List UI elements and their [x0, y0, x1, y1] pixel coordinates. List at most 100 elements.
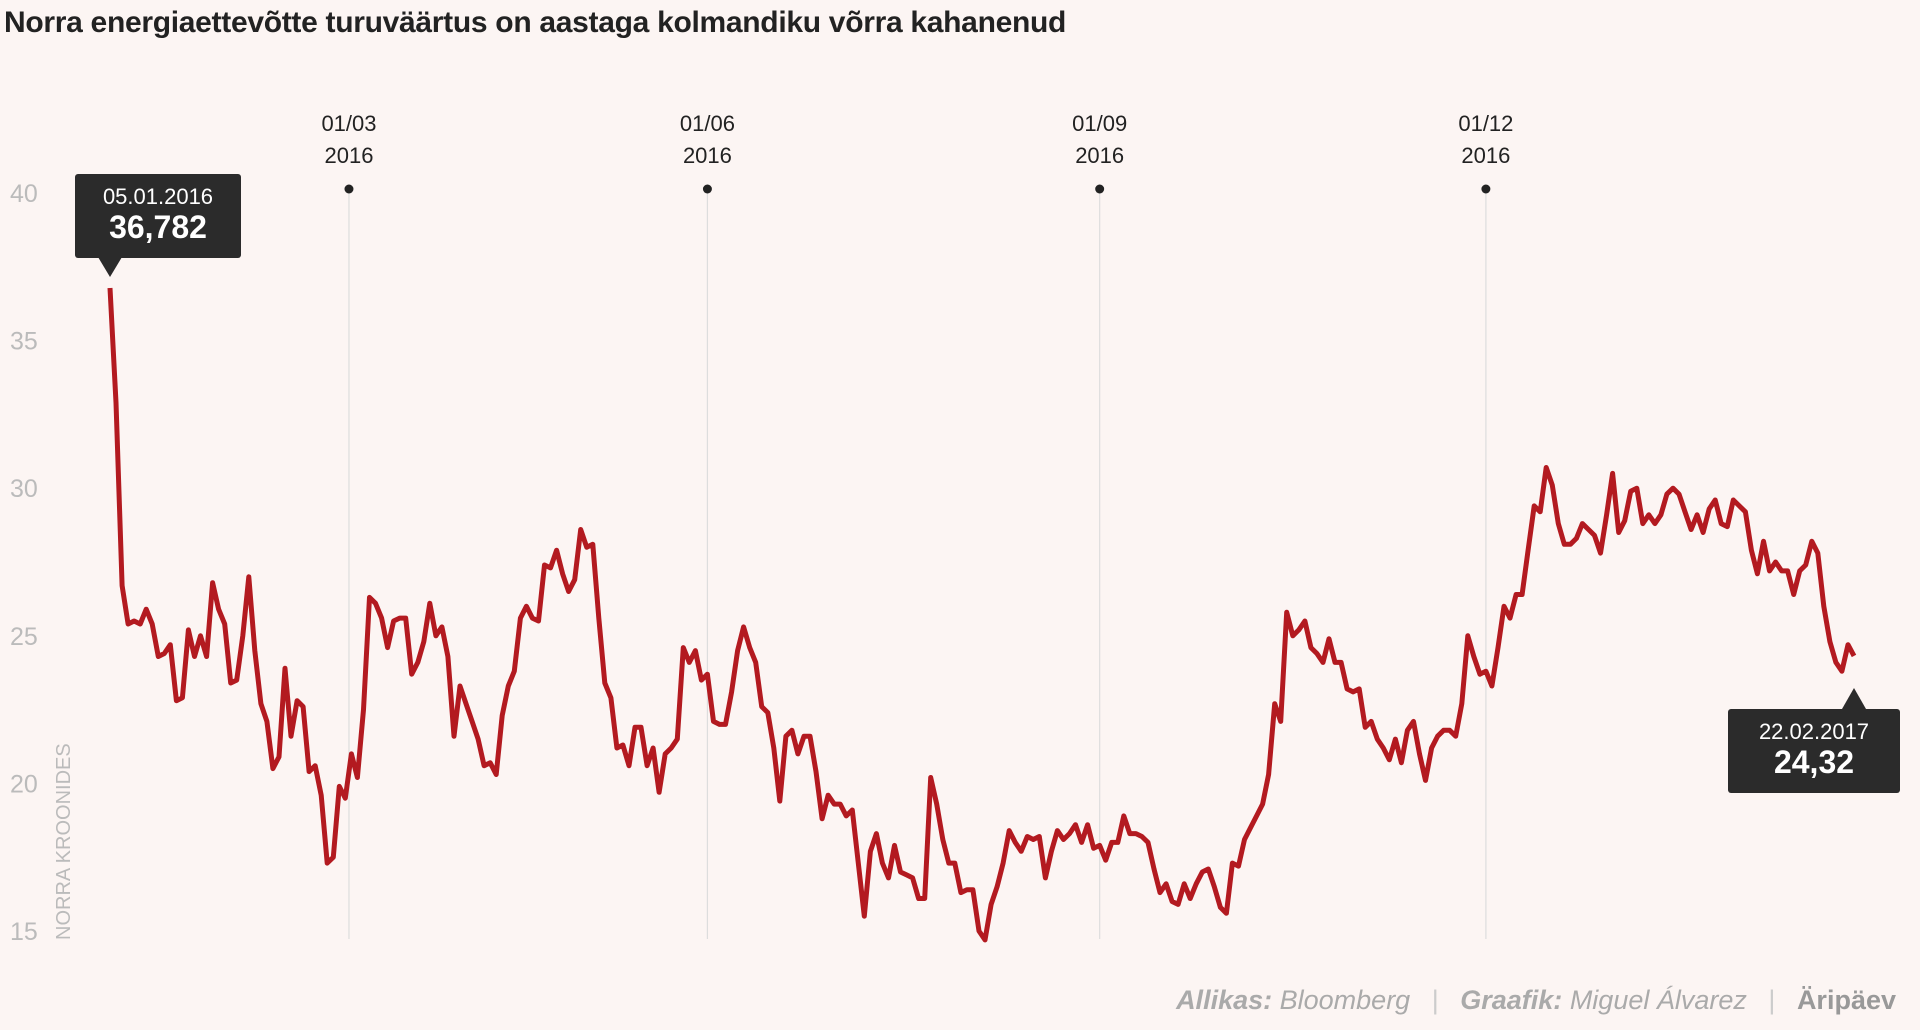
- data-point: [1833, 660, 1838, 665]
- data-point: [1676, 492, 1681, 497]
- data-point: [1501, 604, 1506, 609]
- data-point: [868, 849, 873, 854]
- data-point: [1471, 654, 1476, 659]
- data-point: [1839, 669, 1844, 674]
- data-point: [451, 734, 456, 739]
- data-point: [1158, 890, 1163, 895]
- data-point: [771, 745, 776, 750]
- data-point: [1737, 503, 1742, 508]
- data-point: [669, 745, 674, 750]
- data-point: [1459, 701, 1464, 706]
- data-point: [1809, 539, 1814, 544]
- data-point: [409, 672, 414, 677]
- data-point: [626, 763, 631, 768]
- data-point: [494, 772, 499, 777]
- data-point: [1170, 899, 1175, 904]
- data-point: [1429, 745, 1434, 750]
- data-point: [572, 577, 577, 582]
- data-point: [1767, 568, 1772, 573]
- tooltip-first-pointer: [98, 257, 122, 277]
- data-point: [391, 619, 396, 624]
- data-point: [1785, 568, 1790, 573]
- data-point: [301, 704, 306, 709]
- data-point: [1049, 849, 1054, 854]
- author-name: Miguel Álvarez: [1569, 985, 1747, 1015]
- tooltip-first: 05.01.2016 36,782: [75, 174, 241, 258]
- tooltip-first-value: 36,782: [109, 209, 207, 245]
- data-point: [114, 400, 119, 405]
- data-point: [1592, 533, 1597, 538]
- data-point: [530, 616, 535, 621]
- data-point: [832, 802, 837, 807]
- data-point: [1514, 592, 1519, 597]
- y-tick-label: 35: [10, 328, 38, 356]
- data-point: [1701, 530, 1706, 535]
- data-point: [1375, 737, 1380, 742]
- data-point: [663, 751, 668, 756]
- data-point: [1544, 465, 1549, 470]
- data-point: [252, 648, 257, 653]
- data-point: [192, 654, 197, 659]
- data-point: [1188, 896, 1193, 901]
- data-point: [1550, 483, 1555, 488]
- data-point: [295, 698, 300, 703]
- y-tick-label: 25: [10, 623, 38, 651]
- data-point: [246, 574, 251, 579]
- data-point: [1556, 521, 1561, 526]
- data-point: [1073, 822, 1078, 827]
- data-point: [1634, 486, 1639, 491]
- data-point: [940, 837, 945, 842]
- x-tick-label: 01/09: [1072, 111, 1127, 136]
- data-point: [1121, 813, 1126, 818]
- data-point: [289, 734, 294, 739]
- data-point: [1797, 568, 1802, 573]
- x-tick-year: 2016: [683, 143, 732, 168]
- data-point: [554, 548, 559, 553]
- data-point: [1707, 506, 1712, 511]
- data-point: [1176, 902, 1181, 907]
- data-point: [1646, 512, 1651, 517]
- data-point: [349, 751, 354, 756]
- data-point: [1483, 669, 1488, 674]
- data-point: [500, 713, 505, 718]
- data-point: [596, 616, 601, 621]
- data-point: [343, 796, 348, 801]
- data-point: [735, 648, 740, 653]
- data-point: [633, 725, 638, 730]
- data-point: [880, 861, 885, 866]
- data-point: [1001, 861, 1006, 866]
- data-point: [1357, 686, 1362, 691]
- data-point: [1495, 645, 1500, 650]
- data-point: [403, 616, 408, 621]
- data-point: [1248, 825, 1253, 830]
- data-point: [1242, 837, 1247, 842]
- data-point: [1218, 905, 1223, 910]
- data-point: [1025, 834, 1030, 839]
- data-point: [1133, 831, 1138, 836]
- data-point: [1333, 660, 1338, 665]
- chart-credits: Allikas: Bloomberg | Graafik: Miguel Álv…: [1176, 985, 1896, 1016]
- y-axis: 15 20 25 30 35 40: [10, 180, 38, 946]
- data-point: [470, 719, 475, 724]
- data-point: [506, 683, 511, 688]
- data-point: [240, 633, 245, 638]
- data-point: [1453, 734, 1458, 739]
- brand-logo: Äripäev: [1796, 985, 1896, 1015]
- data-point: [331, 855, 336, 860]
- data-point: [1139, 834, 1144, 839]
- data-point: [126, 621, 131, 626]
- data-point: [1815, 551, 1820, 556]
- data-point: [373, 601, 378, 606]
- data-point: [464, 701, 469, 706]
- data-point: [1019, 849, 1024, 854]
- separator: |: [1431, 985, 1439, 1015]
- data-point: [928, 775, 933, 780]
- data-point: [210, 580, 215, 585]
- data-point: [1061, 837, 1066, 842]
- data-point: [910, 875, 915, 880]
- data-point: [476, 737, 481, 742]
- data-point: [1236, 864, 1241, 869]
- data-point: [548, 565, 553, 570]
- data-point: [1520, 592, 1525, 597]
- data-point: [1532, 503, 1537, 508]
